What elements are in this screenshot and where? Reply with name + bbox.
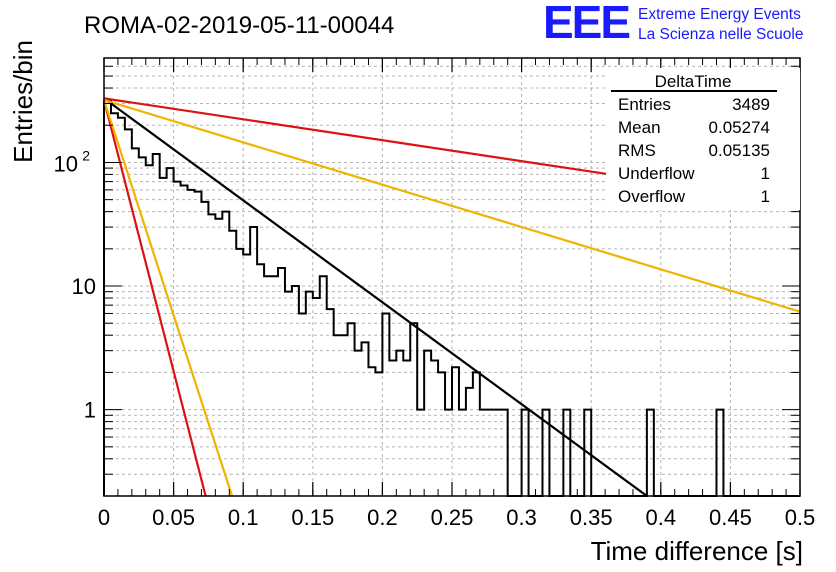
stats-row-value: 1 (761, 187, 770, 206)
x-axis-label: Time difference [s] (591, 536, 803, 566)
x-tick-label: 0 (98, 505, 110, 530)
x-tick-label: 0.45 (709, 505, 752, 530)
fit-line-4 (102, 99, 207, 497)
fit-line-1 (103, 97, 648, 497)
eee-logo-mark: EEE (543, 0, 629, 48)
x-tick-label: 0.3 (506, 505, 537, 530)
x-tick-label: 0.5 (785, 505, 816, 530)
stats-rows: Entries 3489 Mean 0.05274 RMS 0.05135 Underflo… (618, 95, 770, 206)
y-tick-label: 10 (72, 274, 96, 299)
stats-row-value: 3489 (732, 95, 770, 114)
fit-line-3 (103, 98, 801, 313)
y-tick-label-exponent: 2 (82, 147, 90, 163)
x-tick-label: 0.1 (228, 505, 259, 530)
stats-row-value: 1 (761, 164, 770, 183)
axis-ticks: 0 0.05 0.1 0.15 0.2 0.25 0.3 0.35 0.4 0.45 0.5 1 10 1… (54, 58, 816, 530)
eee-logo: EEE Extreme Energy Events La Scienza nel… (543, 0, 803, 48)
x-tick-label: 0.2 (367, 505, 398, 530)
stats-title: DeltaTime (655, 72, 732, 91)
eee-logo-line2: La Scienza nelle Scuole (638, 26, 803, 43)
stats-row-label: Mean (618, 118, 661, 137)
x-tick-label: 0.4 (646, 505, 677, 530)
stats-row-value: 0.05274 (709, 118, 770, 137)
fit-line-5 (102, 99, 234, 497)
stats-row-label: Entries (618, 95, 671, 114)
y-tick-label: 10 (54, 151, 78, 176)
x-tick-label: 0.35 (570, 505, 613, 530)
x-tick-label: 0.15 (291, 505, 334, 530)
eee-logo-line1: Extreme Energy Events (638, 6, 801, 23)
y-axis-label: Entries/bin (8, 40, 38, 163)
x-tick-label: 0.25 (431, 505, 474, 530)
stats-row-label: Overflow (618, 187, 686, 206)
stats-box: DeltaTime Entries 3489 Mean 0.05274 RMS 0.051… (606, 68, 800, 210)
x-tick-label: 0.05 (152, 505, 195, 530)
stats-row-value: 0.05135 (709, 141, 770, 160)
stats-row-label: RMS (618, 141, 656, 160)
stats-row-label: Underflow (618, 164, 695, 183)
chart-title: ROMA-02-2019-05-11-00044 (84, 12, 394, 39)
y-tick-label: 1 (84, 398, 96, 423)
